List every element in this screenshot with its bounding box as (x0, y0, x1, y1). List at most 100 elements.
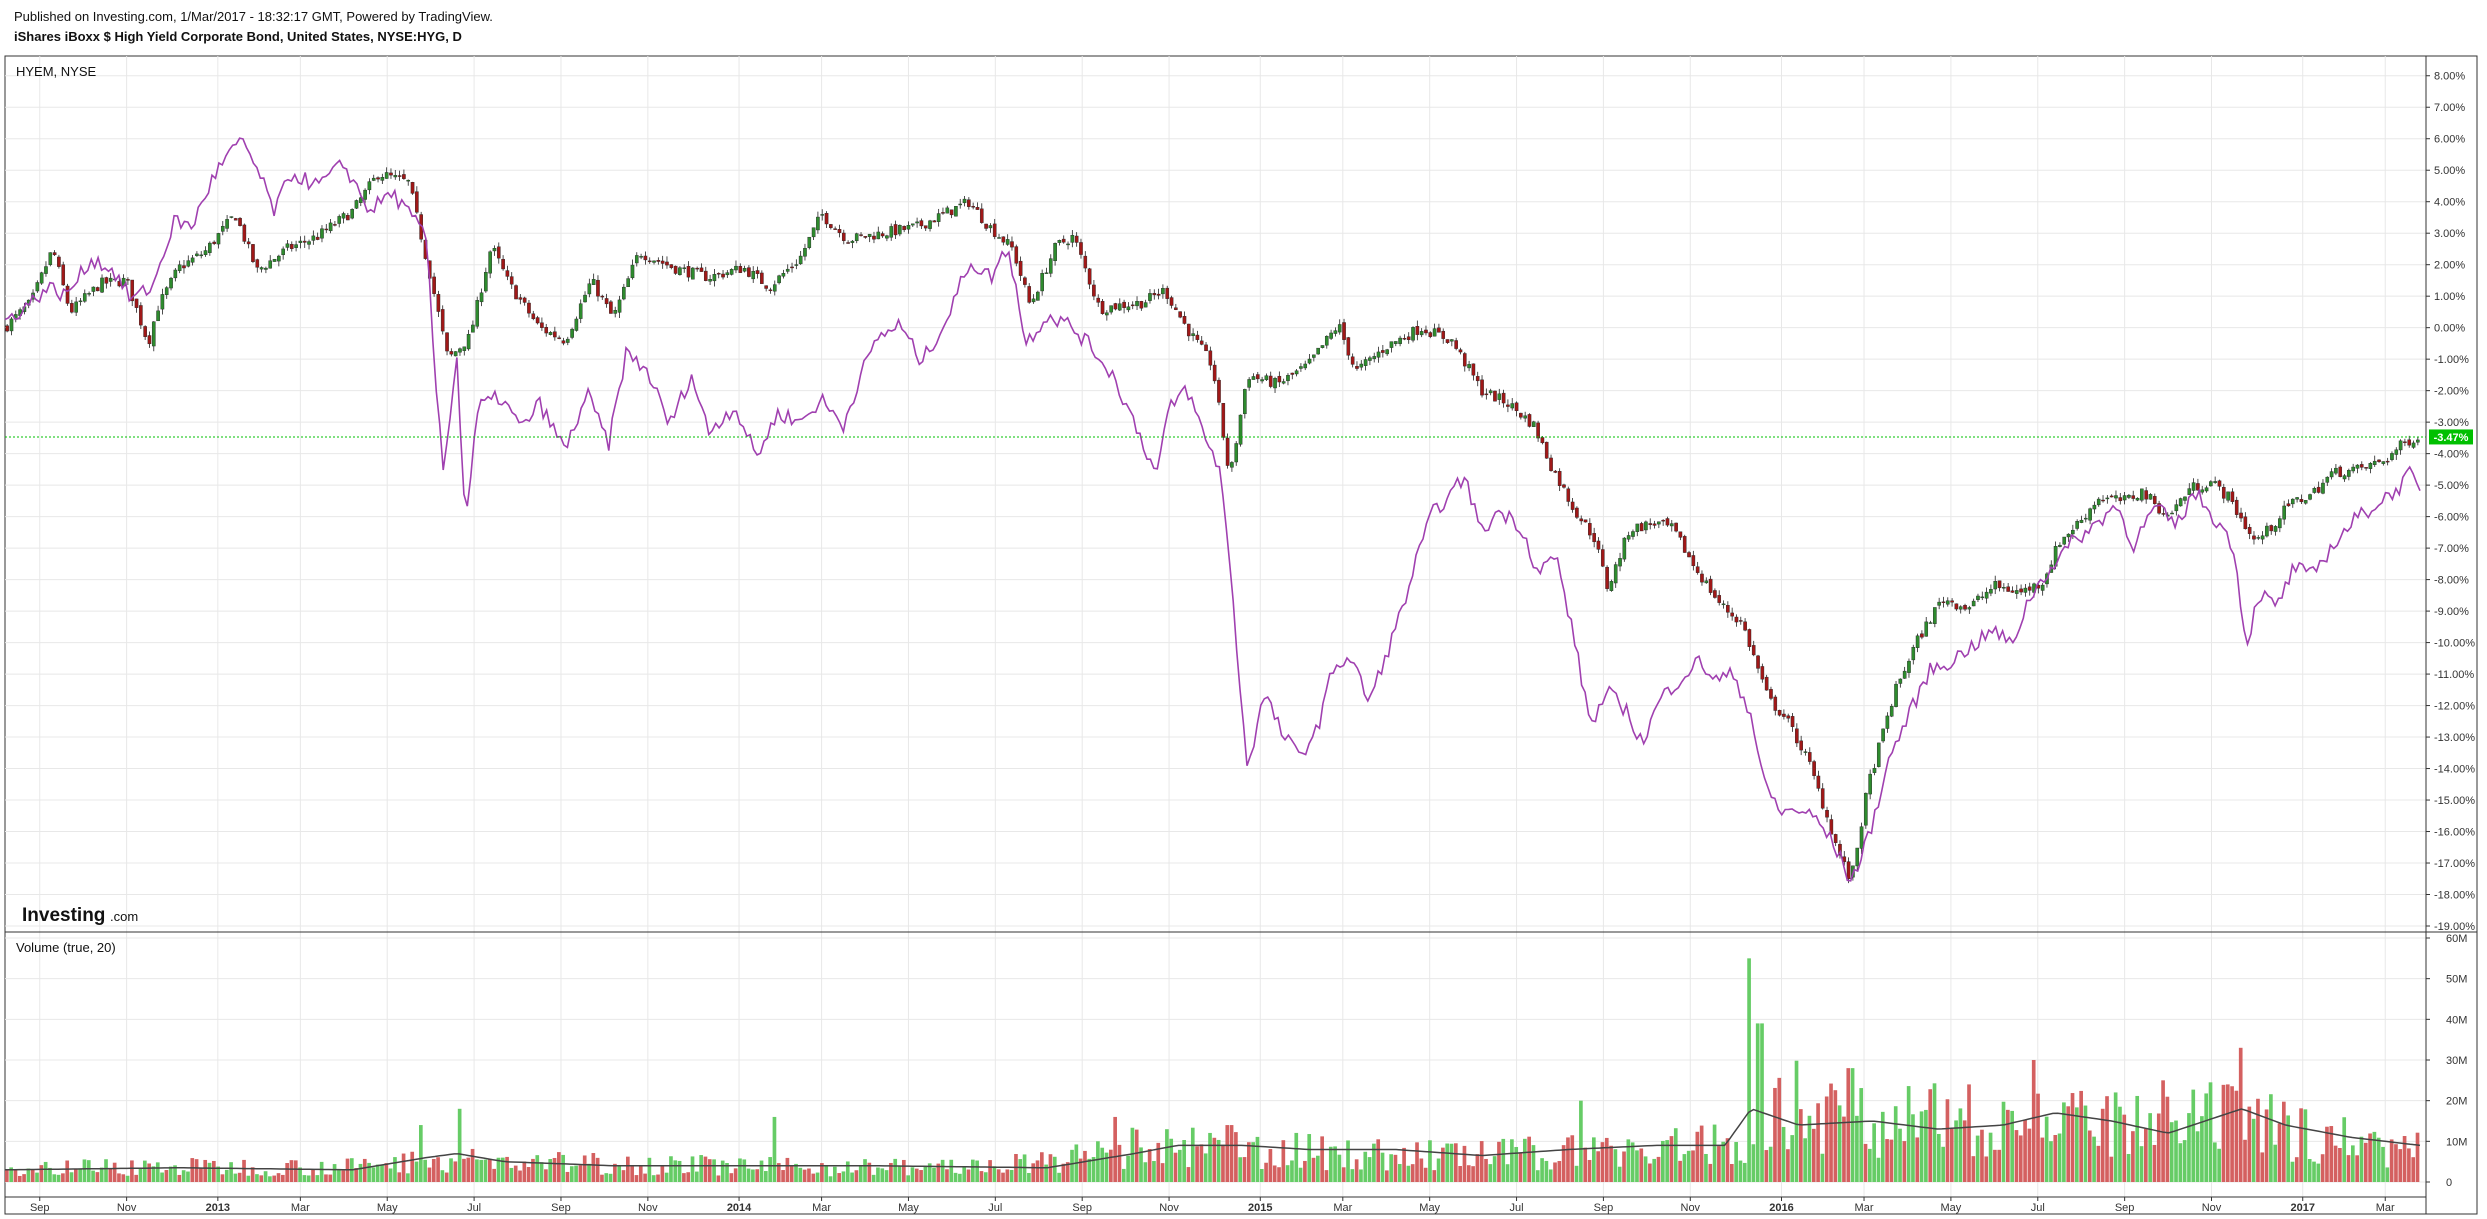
volume-bar (268, 1176, 272, 1182)
candle-body (1954, 603, 1959, 610)
candle-body (2295, 497, 2299, 500)
volume-bar (220, 1174, 225, 1182)
volume-bar (1130, 1127, 1135, 1182)
volume-bar (2087, 1130, 2092, 1182)
volume-bar (2251, 1118, 2256, 1182)
candle-body (1333, 330, 1338, 334)
volume-bar (285, 1163, 289, 1182)
volume-bar (2023, 1119, 2027, 1182)
candle-body (1238, 414, 1243, 445)
volume-bar (255, 1174, 259, 1182)
candle-body (466, 334, 471, 350)
candle-body (971, 206, 975, 208)
volume-bar (1570, 1135, 1575, 1182)
volume-bar (1540, 1158, 1544, 1182)
candle-body (2411, 442, 2416, 448)
volume-bar (1859, 1088, 1864, 1182)
candle-body (134, 298, 139, 308)
volume-bar (2036, 1093, 2040, 1182)
volume-bar (1786, 1149, 1790, 1182)
candle-body (350, 209, 354, 219)
volume-bar (1928, 1089, 1933, 1182)
volume-bar (1406, 1165, 1411, 1182)
candle-body (535, 317, 540, 324)
candle-body (285, 243, 290, 248)
candle-body (2230, 491, 2235, 502)
volume-bar (2407, 1148, 2411, 1182)
volume-bar (932, 1167, 936, 1182)
candle-body (565, 338, 570, 343)
volume-bar (914, 1168, 919, 1182)
candle-body (100, 277, 104, 293)
candle-body (1881, 728, 1885, 742)
candle-body (1773, 696, 1778, 711)
time-tick-label: May (898, 1202, 919, 1214)
volume-bar (1156, 1142, 1161, 1182)
hyg-candles (5, 167, 2420, 884)
volume-bar (707, 1159, 712, 1182)
volume-bar (2191, 1089, 2196, 1182)
candle-body (2260, 535, 2265, 540)
candle-body (1355, 366, 1359, 369)
candle-body (501, 258, 505, 270)
volume-bar (578, 1165, 583, 1182)
candle-body (1389, 341, 1394, 348)
volume-bar (2325, 1126, 2329, 1182)
candle-body (1359, 363, 1364, 368)
candle-body (2088, 508, 2092, 521)
volume-bar (1678, 1160, 1682, 1182)
volume-bar (194, 1159, 199, 1182)
candle-body (2101, 499, 2105, 502)
volume-bar (1760, 1023, 1764, 1182)
volume-bar (1937, 1133, 1941, 1182)
candle-body (1609, 581, 1614, 591)
volume-bar (2161, 1080, 2165, 1182)
volume-bar (1083, 1150, 1087, 1182)
candle-body (294, 244, 298, 248)
volume-bar (371, 1167, 376, 1182)
volume-bar (43, 1161, 48, 1182)
candle-body (647, 260, 652, 263)
volume-bar (1285, 1165, 1290, 1182)
candle-body (2377, 459, 2381, 462)
volume-bar (2053, 1135, 2058, 1182)
volume-bar (1622, 1151, 1626, 1182)
candle-body (712, 274, 717, 282)
candle-body (1652, 523, 1657, 526)
volume-bar (2006, 1109, 2010, 1182)
candle-body (1764, 676, 1769, 691)
candle-body (2092, 504, 2097, 510)
candle-body (686, 266, 691, 278)
volume-bar (1924, 1109, 1928, 1182)
candle-body (1907, 660, 1911, 673)
volume-bar (138, 1168, 143, 1182)
volume-bar (2118, 1106, 2122, 1182)
volume-tick-label: 50M (2446, 974, 2467, 986)
candle-body (1553, 470, 1558, 473)
candle-body (415, 191, 419, 213)
candle-body (1471, 363, 1476, 376)
volume-bar (2135, 1095, 2140, 1182)
price-tick-label: 3.00% (2434, 228, 2465, 240)
candle-body (729, 269, 734, 275)
volume-bar (302, 1175, 307, 1182)
candle-body (1566, 488, 1571, 502)
volume-bar (341, 1170, 346, 1182)
candle-body (164, 287, 169, 295)
volume-bar (1803, 1138, 1807, 1182)
candle-body (1152, 293, 1157, 296)
candle-body (337, 216, 342, 224)
volume-bar (2200, 1116, 2204, 1182)
volume-bar (1553, 1162, 1557, 1182)
volume-bar (1799, 1109, 1803, 1182)
volume-bar (1945, 1099, 1950, 1182)
candle-body (1023, 277, 1027, 285)
volume-bar (74, 1168, 78, 1182)
candle-body (1876, 742, 1881, 767)
volume-bar (2329, 1126, 2334, 1182)
candle-body (747, 267, 751, 277)
volume-bar (151, 1166, 156, 1182)
time-axis-ticks: Sep Nov 2013 Mar May Jul Sep Nov 2014 Mar May Jul Se… (30, 1197, 2395, 1214)
time-tick-label: 2016 (1769, 1202, 1793, 1214)
